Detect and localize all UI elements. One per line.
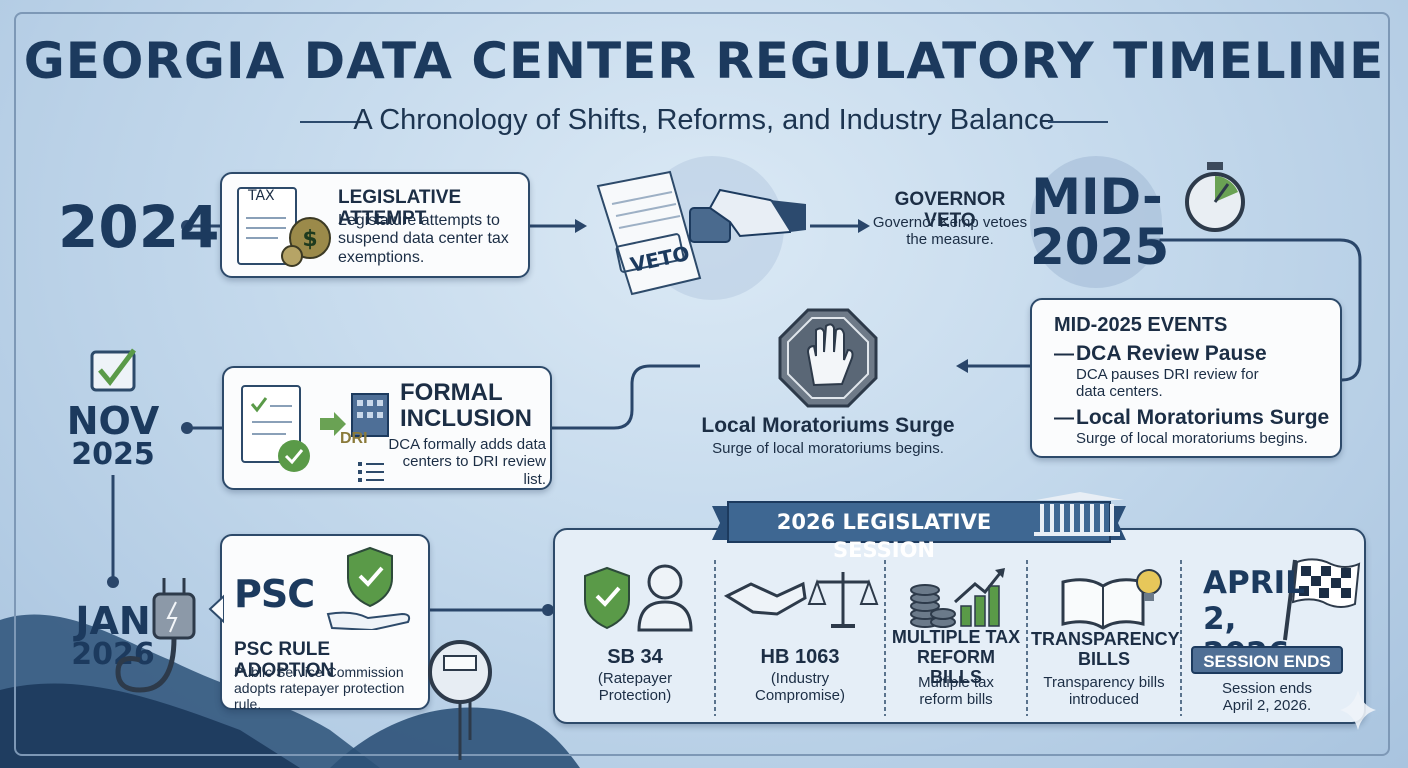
date-jan-year: 2026 xyxy=(71,637,155,672)
local-moratoriums-text: Surge of local moratoriums begins. xyxy=(712,440,944,457)
hb1063-text: (Industry Compromise) xyxy=(754,670,845,705)
legislative-attempt-card: $ TAX LEGISLATIVE ATTEMPT Legislature at… xyxy=(220,172,530,278)
checklist-building-icon xyxy=(241,385,389,482)
checkered-flag-icon xyxy=(1283,558,1361,641)
date-mid: MID- xyxy=(1031,168,1163,226)
page-title: GEORGIA DATA CENTER REGULATORY TIMELINE xyxy=(23,32,1385,90)
date-nov: NOV xyxy=(66,399,160,443)
date-nov-year: 2025 xyxy=(71,437,155,472)
dri-label: DRI xyxy=(340,430,368,447)
formal-inclusion-text: DCA formally adds data centers to DRI re… xyxy=(388,436,546,488)
psc-rule-text: Public Service Commission adopts ratepay… xyxy=(234,664,405,713)
tax-document-icon: $ xyxy=(237,187,331,267)
session-ends-badge: SESSION ENDS xyxy=(1191,646,1343,674)
formal-inclusion-title-2: INCLUSION xyxy=(400,405,532,432)
local-moratoriums-item-title: Local Moratoriums Surge xyxy=(1076,406,1330,429)
shield-person-icon xyxy=(584,564,693,632)
svg-text:$: $ xyxy=(302,227,317,252)
date-2024: 2024 xyxy=(58,193,220,261)
date-mid-year: 2025 xyxy=(1030,218,1170,276)
local-moratoriums-item-text: Surge of local moratoriums begins. xyxy=(1076,430,1308,447)
transparency-title: TRANSPARENCY BILLS xyxy=(1031,629,1180,669)
session-banner-title: 2026 LEGISLATIVE SESSION xyxy=(776,510,992,562)
outer-frame xyxy=(14,12,1390,756)
subtitle-rule-right xyxy=(1048,121,1108,123)
session-dividers xyxy=(584,558,1361,716)
transparency-text: Transparency bills introduced xyxy=(1043,674,1165,709)
dca-review-pause-title: DCA Review Pause xyxy=(1076,342,1267,365)
psc-rule-title: PSC RULE ADOPTION xyxy=(234,639,335,681)
legislative-session-panel: SB 34 (Ratepayer Protection) HB 1063 (In… xyxy=(553,528,1366,724)
book-bulb-icon xyxy=(1061,569,1162,630)
formal-inclusion-card: DRI FORMAL INCLUSION DCA formally adds d… xyxy=(222,366,552,490)
governor-veto-title: GOVERNOR VETO xyxy=(894,189,1006,231)
coins-chart-icon xyxy=(910,568,1005,628)
formal-inclusion-title-1: FORMAL xyxy=(400,379,503,406)
sb34-text: (Ratepayer Protection) xyxy=(597,670,673,705)
hb1063-title: HB 1063 xyxy=(760,646,840,668)
sb34-title: SB 34 xyxy=(607,646,663,668)
psc-card-pointer xyxy=(208,594,224,624)
date-jan: JAN xyxy=(75,599,151,643)
governor-veto-text: Governor Kemp vetoes the measure. xyxy=(872,214,1028,249)
event-dash: — xyxy=(1054,407,1074,429)
legislative-attempt-text: Legislature attempts to suspend data cen… xyxy=(338,212,509,266)
tax-reform-title: MULTIPLE TAX REFORM BILLS xyxy=(891,627,1021,687)
mid-2025-events-title: MID-2025 EVENTS xyxy=(1054,314,1228,336)
local-moratoriums-title: Local Moratoriums Surge xyxy=(701,414,955,437)
psc-logo: PSC xyxy=(234,572,315,616)
tax-label: TAX xyxy=(248,188,275,204)
event-dash: — xyxy=(1054,343,1074,365)
session-ends-text: Session ends April 2, 2026. xyxy=(1221,680,1313,715)
page-subtitle: A Chronology of Shifts, Reforms, and Ind… xyxy=(353,104,1055,136)
subtitle-rule-left xyxy=(300,121,360,123)
psc-rule-card: PSC PSC RULE ADOPTION Public Service Com… xyxy=(208,534,430,713)
dca-review-pause-text: DCA pauses DRI review for data centers. xyxy=(1076,366,1259,401)
tax-reform-text: Multiple tax reform bills xyxy=(918,674,994,709)
legislative-attempt-title: LEGISLATIVE ATTEMPT xyxy=(338,187,462,229)
handshake-scales-icon xyxy=(723,572,879,628)
shield-hand-icon xyxy=(326,546,411,630)
mid-2025-events-card: MID-2025 EVENTS — DCA Review Pause DCA p… xyxy=(1030,298,1342,458)
